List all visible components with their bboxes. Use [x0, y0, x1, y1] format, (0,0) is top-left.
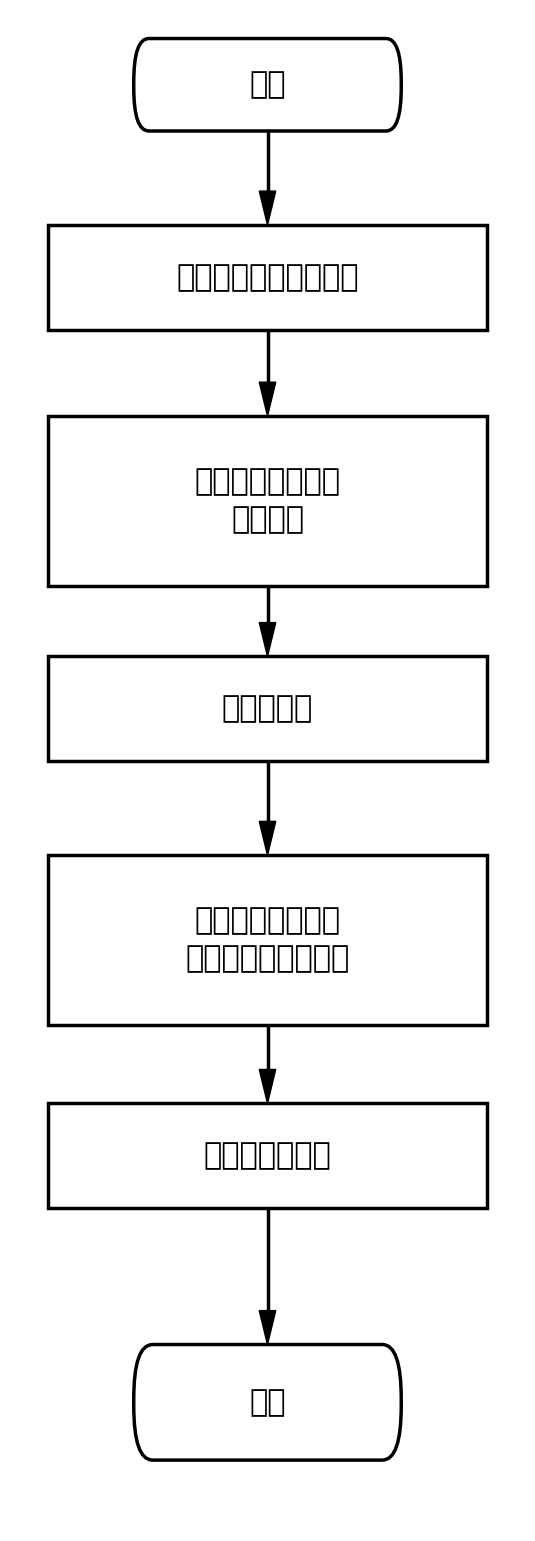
Polygon shape [259, 623, 276, 656]
Polygon shape [259, 191, 276, 225]
FancyBboxPatch shape [134, 39, 401, 131]
Polygon shape [259, 1069, 276, 1103]
Text: 计算目标值与输出
值的误差: 计算目标值与输出 值的误差 [195, 467, 340, 535]
Bar [48, 1103, 487, 1208]
Text: 计算本次的输出值
上次输出值加偏移量: 计算本次的输出值 上次输出值加偏移量 [185, 906, 350, 974]
Bar [48, 656, 487, 761]
Text: 分离并提取数值: 分离并提取数值 [204, 1142, 331, 1170]
Text: 开始: 开始 [249, 71, 286, 99]
Bar [48, 225, 487, 330]
Bar [48, 416, 487, 586]
FancyBboxPatch shape [134, 1344, 401, 1461]
Polygon shape [259, 382, 276, 416]
Text: 结束: 结束 [249, 1388, 286, 1416]
Text: 输入目标值与调节系数: 输入目标值与调节系数 [176, 264, 359, 291]
Bar [48, 855, 487, 1025]
Polygon shape [259, 1310, 276, 1344]
Text: 计算偏移量: 计算偏移量 [222, 695, 313, 723]
Polygon shape [259, 821, 276, 855]
